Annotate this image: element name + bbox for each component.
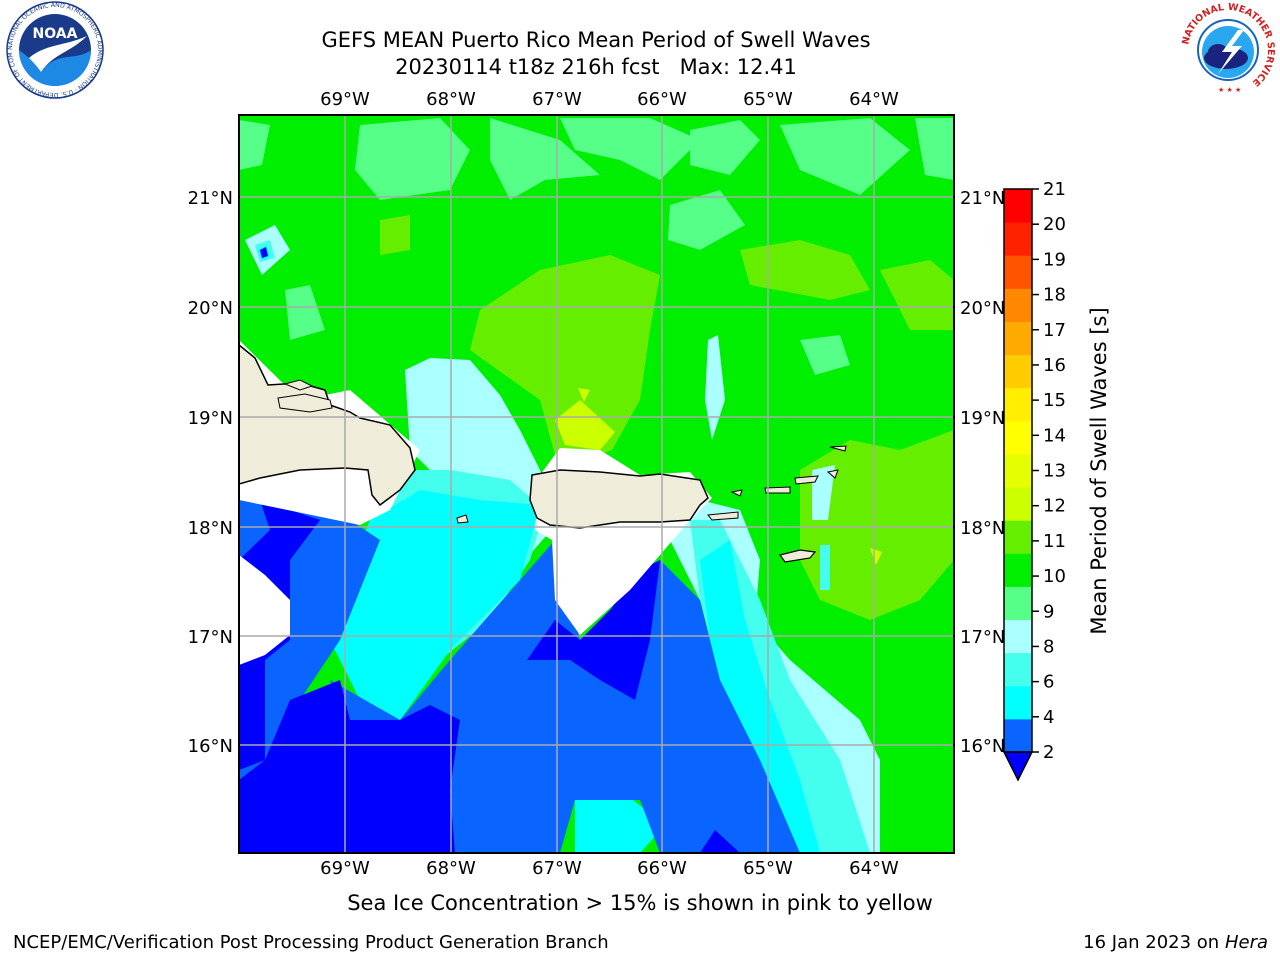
chart-title: GEFS MEAN Puerto Rico Mean Period of Swe… <box>321 28 871 52</box>
colorbar-tick-label: 18 <box>1043 285 1066 306</box>
colorbar-tick-label: 11 <box>1043 531 1066 552</box>
colorbar-segment <box>1004 189 1032 223</box>
swell-12-13-band <box>555 388 882 565</box>
lon-label-top: 66°W <box>637 89 687 110</box>
lat-label-left: 21°N <box>188 188 233 209</box>
lat-label-right: 21°N <box>960 188 1005 209</box>
lat-label-right: 16°N <box>960 736 1005 757</box>
colorbar-tick-label: 20 <box>1043 214 1066 235</box>
swell-4-6-band <box>258 246 820 853</box>
mona-island <box>456 514 469 524</box>
lon-label-top: 68°W <box>426 89 476 110</box>
colorbar-tick-label: 6 <box>1043 672 1054 693</box>
nws-logo: NATIONAL WEATHER SERVICE ★ ★ ★ <box>1180 2 1276 98</box>
vieques-island <box>707 511 739 521</box>
colorbar-tick-label: 13 <box>1043 461 1066 482</box>
lon-label-top: 67°W <box>532 89 582 110</box>
colorbar-segment <box>1004 553 1032 587</box>
anegada-island <box>829 445 847 452</box>
lon-labels-top: 69°W 68°W 67°W 66°W 65°W 64°W <box>320 89 899 110</box>
colorbar-tick-label: 21 <box>1043 179 1066 200</box>
colorbar-segment <box>1004 520 1032 554</box>
footer-left: NCEP/EMC/Verification Post Processing Pr… <box>13 932 609 953</box>
colorbar-tick-label: 17 <box>1043 320 1066 341</box>
swell-9-10-band <box>239 118 954 375</box>
lon-label-top: 69°W <box>320 89 370 110</box>
colorbar-label: Mean Period of Swell Waves [s] <box>1087 307 1111 634</box>
colorbar-tick-label: 10 <box>1043 566 1066 587</box>
noaa-logo: NATIONAL OCEANIC AND ATMOSPHERIC ADMINIS… <box>5 0 104 99</box>
footer-host: Hera <box>1224 932 1268 953</box>
colorbar-segment <box>1004 718 1032 753</box>
lon-label-bottom: 64°W <box>849 858 899 879</box>
lat-label-left: 19°N <box>188 408 233 429</box>
gonave-island <box>277 393 333 413</box>
colorbar-segment <box>1004 652 1032 687</box>
lon-labels-bottom: 69°W 68°W 67°W 66°W 65°W 64°W <box>320 858 899 879</box>
st-croix-island <box>778 549 817 563</box>
swell-11-12-band <box>380 215 954 620</box>
map-frame <box>238 114 955 854</box>
colorbar-tick-label: 9 <box>1043 601 1054 622</box>
tortuga-island <box>283 379 314 391</box>
lat-label-right: 19°N <box>960 408 1005 429</box>
lon-label-top: 64°W <box>849 89 899 110</box>
colorbar-segment <box>1004 619 1032 654</box>
colorbar-tick-label: 16 <box>1043 355 1066 376</box>
colorbar-segment <box>1004 288 1032 322</box>
lon-label-top: 65°W <box>743 89 793 110</box>
colorbar-segment <box>1004 685 1032 720</box>
colorbar: 2 4 6 8 9 10 11 12 13 14 15 16 17 18 19 20 21 Mean Perio… <box>1002 179 1111 782</box>
colorbar-tick-label: 8 <box>1043 636 1054 657</box>
lon-label-bottom: 65°W <box>743 858 793 879</box>
lat-label-left: 20°N <box>188 298 233 319</box>
colorbar-segment <box>1004 354 1032 389</box>
culebra-island <box>730 489 743 497</box>
svg-text:★ ★ ★: ★ ★ ★ <box>1218 86 1241 94</box>
colorbar-segment <box>1004 453 1032 488</box>
colorbar-tick-label: 14 <box>1043 425 1066 446</box>
lon-label-bottom: 66°W <box>637 858 687 879</box>
lon-label-bottom: 67°W <box>532 858 582 879</box>
graticule <box>239 115 954 853</box>
sea-ice-caption-text: Sea Ice Concentration > 15% is shown in … <box>347 891 933 915</box>
colorbar-segment <box>1004 586 1032 621</box>
st-thomas-island <box>764 486 791 494</box>
noaa-logo-text: NOAA <box>33 26 78 42</box>
lat-label-right: 17°N <box>960 627 1005 648</box>
colorbar-segment <box>1004 387 1032 422</box>
colorbar-segment <box>1004 420 1032 455</box>
colorbar-tick-label: 19 <box>1043 249 1066 270</box>
lat-label-right: 20°N <box>960 298 1005 319</box>
tortola-island <box>794 475 819 485</box>
colorbar-segment <box>1004 321 1032 356</box>
lat-label-left: 16°N <box>188 736 233 757</box>
virgin-gorda-island <box>826 469 839 479</box>
sea-ice-caption: Sea Ice Concentration > 15% is shown in … <box>0 891 1280 915</box>
colorbar-tick-label: 12 <box>1043 496 1066 517</box>
colorbar-tick-label: 15 <box>1043 390 1066 411</box>
footer-right: 16 Jan 2023 on Hera <box>1083 932 1268 953</box>
colorbar-under-triangle <box>1002 751 1034 782</box>
colorbar-segment <box>1004 255 1032 289</box>
lat-label-right: 18°N <box>960 518 1005 539</box>
lat-label-left: 17°N <box>188 627 233 648</box>
lon-label-bottom: 69°W <box>320 858 370 879</box>
lat-labels-right: 21°N 20°N 19°N 18°N 17°N 16°N <box>960 188 1005 757</box>
chart-subtitle: 20230114 t18z 216h fcst Max: 12.41 <box>395 55 797 79</box>
lon-label-bottom: 68°W <box>426 858 476 879</box>
colorbar-segment <box>1004 222 1032 256</box>
lat-label-left: 18°N <box>188 518 233 539</box>
colorbar-segment <box>1004 487 1032 521</box>
puerto-rico-land <box>529 469 709 529</box>
footer-date: 16 Jan 2023 on <box>1083 932 1225 953</box>
colorbar-tick-label: 4 <box>1043 707 1054 728</box>
colorbar-ticks: 2 4 6 8 9 10 11 12 13 14 15 16 17 18 19 20 21 <box>1032 179 1066 763</box>
colorbar-tick-label: 2 <box>1043 742 1054 763</box>
colorbar-segments <box>1004 189 1032 753</box>
lat-labels-left: 21°N 20°N 19°N 18°N 17°N 16°N <box>188 188 233 757</box>
